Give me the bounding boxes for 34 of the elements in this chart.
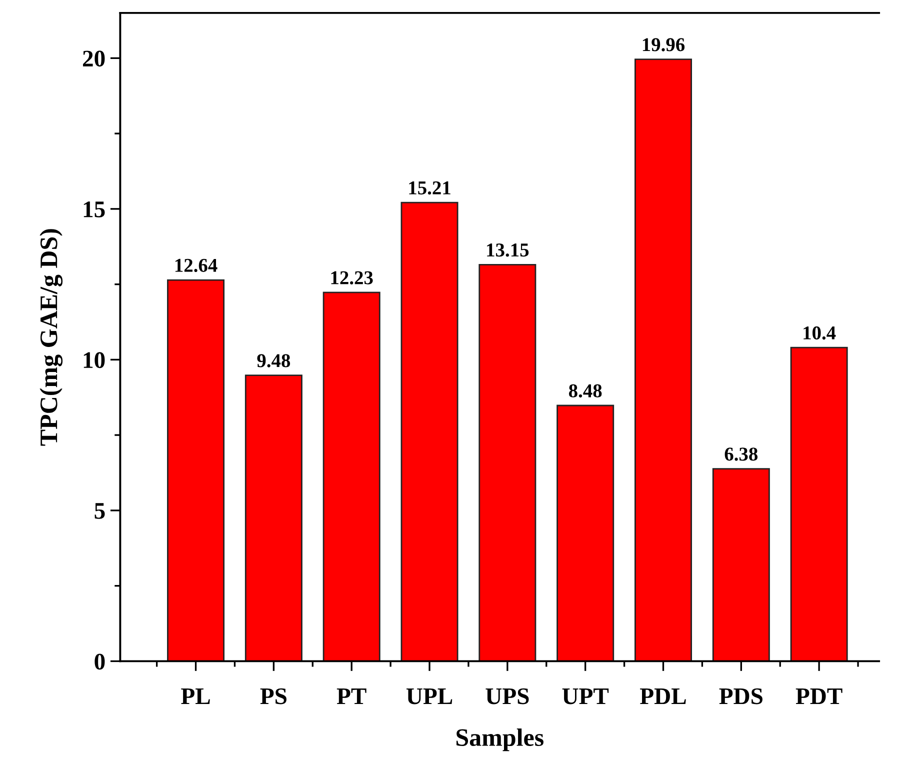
bar (244, 374, 302, 662)
x-tick-label: PT (336, 688, 366, 704)
x-axis-title: Samples (456, 728, 544, 752)
bar (400, 202, 458, 662)
x-tick-label: UPL (406, 688, 452, 704)
x-tick-label: UPS (486, 688, 529, 704)
y-axis-title: TPC(mg GAE/g DS) (40, 229, 63, 446)
bar (790, 346, 848, 662)
bar (322, 292, 380, 662)
data-label: 10.4 (804, 326, 836, 340)
bar (634, 58, 692, 662)
x-tick-label: UPT (562, 688, 609, 704)
bar (556, 404, 614, 662)
data-label: 12.23 (331, 271, 373, 284)
x-tick-label: PL (181, 688, 210, 704)
bar (712, 468, 770, 662)
bar (167, 279, 225, 662)
x-tick-label: PDT (796, 688, 842, 704)
data-label: 6.38 (724, 448, 758, 461)
data-label: 12.64 (175, 258, 218, 272)
data-label: 9.48 (257, 354, 290, 368)
bar (478, 264, 536, 662)
data-label: 13.15 (487, 244, 529, 257)
y-tick-label: 10 (84, 352, 105, 368)
y-tick-label: 20 (82, 50, 105, 67)
data-label: 15.21 (409, 181, 450, 195)
data-label: 8.48 (568, 384, 602, 398)
data-label: 19.96 (642, 38, 685, 52)
x-tick-label: PDS (719, 688, 762, 704)
y-tick-label: 15 (84, 202, 105, 218)
y-tick-label: 0 (94, 654, 105, 670)
x-tick-label: PDL (640, 688, 686, 704)
y-tick-label: 5 (94, 503, 105, 519)
x-tick-label: PS (260, 688, 286, 704)
